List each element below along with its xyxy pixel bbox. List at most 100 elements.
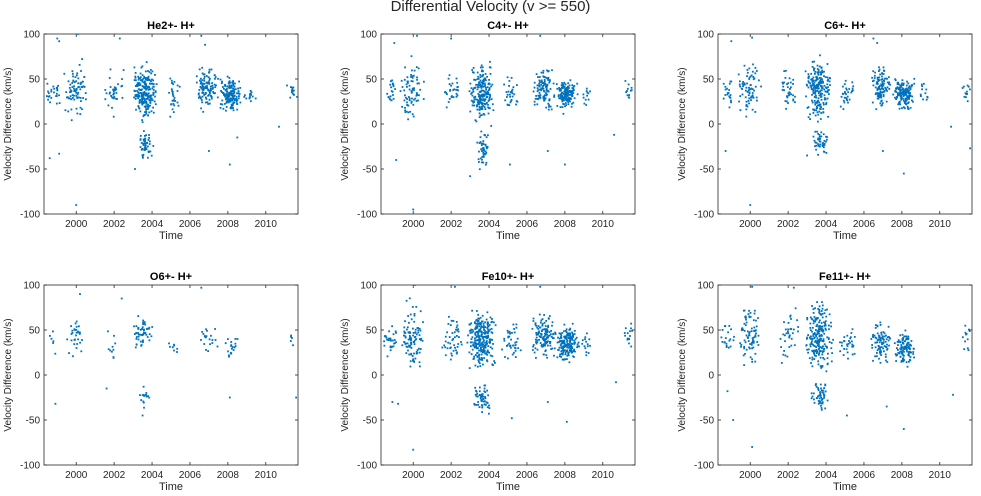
scatter-point	[142, 100, 145, 103]
scatter-point	[404, 343, 407, 345]
scatter-point	[472, 71, 475, 74]
scatter-point	[469, 329, 472, 332]
scatter-point	[136, 84, 138, 86]
scatter-point	[254, 97, 257, 100]
scatter-point	[390, 80, 392, 83]
scatter-point	[476, 365, 479, 368]
scatter-point	[202, 333, 205, 335]
scatter-point	[134, 94, 137, 96]
scatter-point	[730, 328, 732, 331]
scatter-point	[569, 100, 571, 103]
scatter-point	[751, 95, 754, 98]
scatter-point	[145, 148, 148, 151]
scatter-point	[226, 90, 228, 93]
scatter-point	[881, 341, 883, 344]
scatter-point	[72, 72, 74, 75]
scatter-point	[906, 95, 909, 97]
scatter-point	[539, 285, 542, 288]
scatter-point	[228, 84, 231, 87]
scatter-point	[507, 357, 509, 360]
scatter-point	[202, 110, 205, 113]
scatter-point	[226, 95, 229, 98]
scatter-point	[564, 105, 566, 108]
scatter-point	[198, 95, 201, 98]
scatter-point	[748, 331, 751, 333]
scatter-point	[567, 343, 570, 345]
scatter-point	[414, 328, 417, 331]
scatter-point	[486, 321, 489, 324]
scatter-point	[116, 98, 118, 100]
scatter-point	[408, 337, 411, 339]
scatter-point	[480, 101, 483, 104]
scatter-point	[824, 390, 827, 393]
scatter-point	[394, 330, 397, 333]
scatter-point	[820, 80, 823, 83]
scatter-point	[234, 342, 237, 345]
scatter-point	[910, 351, 912, 354]
scatter-point	[547, 89, 549, 92]
scatter-point	[486, 147, 488, 150]
scatter-point	[141, 154, 144, 157]
scatter-point	[147, 114, 149, 117]
scatter-point	[881, 75, 883, 78]
subplot-title: O6+- H+	[150, 271, 192, 283]
scatter-point	[817, 388, 820, 390]
scatter-point	[410, 100, 413, 103]
scatter-point	[888, 76, 890, 79]
y-tick-label: 50	[29, 326, 41, 337]
scatter-point	[485, 318, 488, 321]
scatter-point	[902, 84, 905, 86]
y-tick-label: 50	[366, 75, 378, 86]
scatter-point	[790, 344, 793, 347]
scatter-point	[201, 86, 204, 88]
y-tick-label: 50	[366, 326, 378, 337]
scatter-point	[880, 83, 883, 86]
scatter-point	[474, 322, 476, 325]
y-tick-label: 0	[34, 371, 40, 382]
scatter-point	[790, 337, 793, 340]
scatter-point	[744, 96, 747, 99]
subplot-title: C6+- H+	[824, 20, 866, 32]
scatter-point	[141, 102, 143, 105]
scatter-point	[532, 344, 535, 346]
scatter-point	[567, 101, 570, 104]
scatter-point	[147, 96, 150, 99]
scatter-point	[146, 336, 149, 338]
scatter-point	[141, 88, 143, 91]
scatter-point	[813, 358, 816, 360]
scatter-point	[966, 84, 969, 87]
scatter-point	[882, 339, 885, 341]
scatter-point	[878, 70, 880, 72]
scatter-point	[221, 91, 223, 93]
scatter-point	[170, 88, 173, 91]
x-axis-label: Time	[833, 230, 857, 242]
scatter-point	[820, 328, 822, 331]
scatter-point	[573, 85, 576, 87]
scatter-point	[457, 328, 459, 331]
scatter-point	[205, 98, 208, 100]
scatter-point	[816, 111, 819, 114]
scatter-point	[967, 85, 970, 88]
scatter-point	[456, 94, 459, 97]
scatter-point	[475, 98, 477, 101]
scatter-point	[828, 341, 831, 343]
scatter-point	[408, 321, 410, 324]
scatter-point	[154, 103, 157, 106]
scatter-point	[907, 92, 910, 95]
scatter-point	[455, 328, 457, 331]
scatter-point	[70, 119, 73, 122]
scatter-point	[564, 353, 567, 356]
scatter-point	[885, 100, 888, 103]
scatter-point	[543, 94, 546, 97]
scatter-point	[449, 342, 452, 345]
scatter-point	[468, 329, 471, 332]
scatter-point	[872, 37, 875, 40]
scatter-point	[726, 390, 729, 393]
scatter-point	[811, 93, 813, 96]
scatter-point	[481, 156, 484, 158]
scatter-point	[549, 333, 552, 336]
scatter-point	[174, 100, 177, 102]
scatter-point	[478, 150, 480, 153]
scatter-point	[203, 75, 206, 78]
